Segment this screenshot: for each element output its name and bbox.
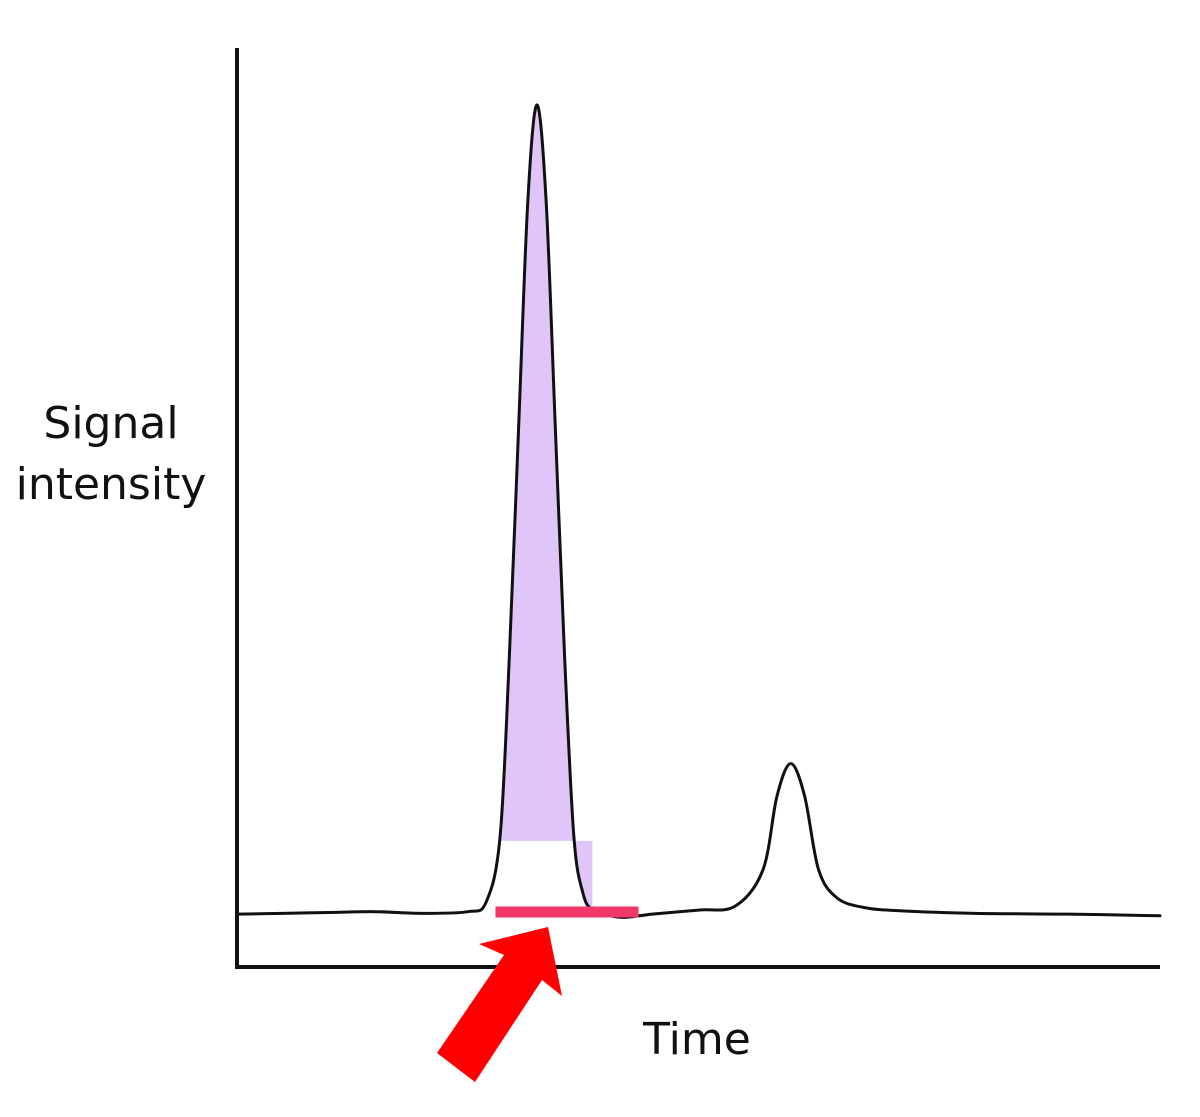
red-arrow-icon bbox=[437, 927, 562, 1082]
peak-shaded-area bbox=[500, 104, 593, 911]
signal-trace-line bbox=[235, 103, 1162, 919]
y-axis-label-line1: Signal bbox=[43, 398, 178, 449]
x-axis-label: Time bbox=[642, 1014, 751, 1065]
y-axis-label-line2: intensity bbox=[16, 459, 207, 510]
